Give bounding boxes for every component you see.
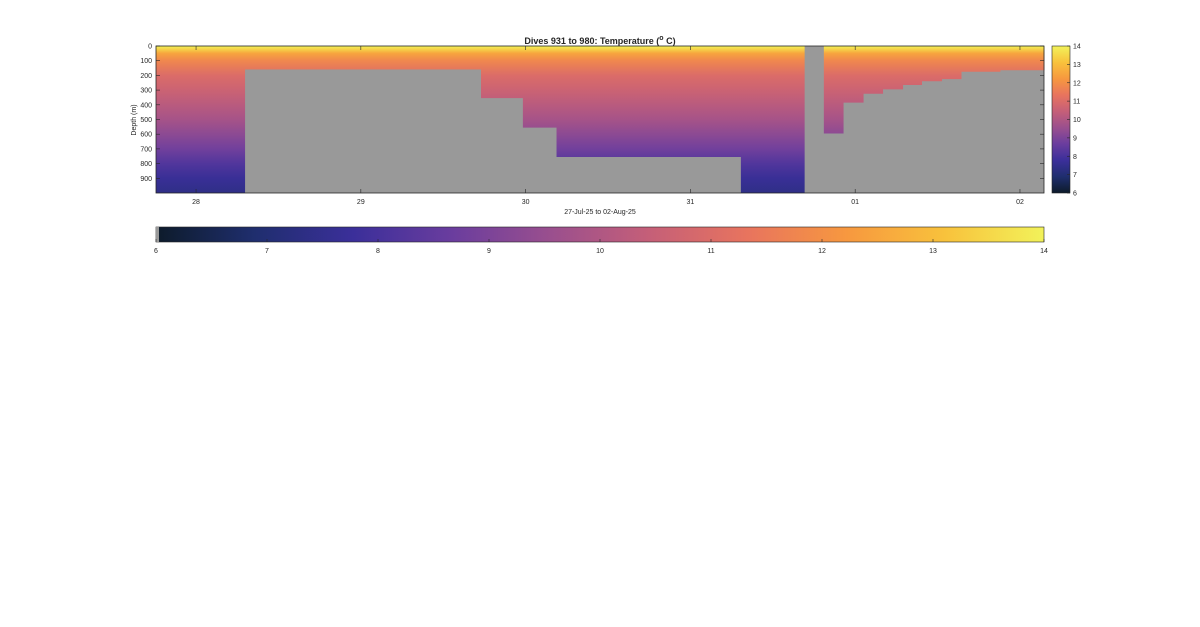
colorbar-no-data-swatch [156,227,159,242]
dive-column [556,46,742,157]
colorbar-tick-label: 9 [1073,135,1077,142]
colorbar-bottom-tick-label: 10 [596,248,604,255]
dive-column [999,46,1045,71]
x-axis: 28 29 30 31 01 02 [192,46,1024,206]
x-tick-label: 02 [1016,199,1024,206]
chart-title: Dives 931 to 980: Temperature (o C) [524,35,675,46]
y-axis: 0 100 200 300 400 500 600 700 800 900 [140,44,1044,183]
y-tick-label: 300 [140,88,152,95]
colorbar-tick-label: 12 [1073,80,1081,87]
colorbar-tick-label: 14 [1073,44,1081,51]
colorbar-bottom-tick-label: 6 [154,248,158,255]
y-tick-label: 200 [140,73,152,80]
colorbar-tick-label: 11 [1073,99,1080,106]
colorbar-tick-label: 13 [1073,62,1081,69]
y-tick-label: 900 [140,176,152,183]
x-tick-label: 31 [687,199,695,206]
y-tick-label: 500 [140,117,152,124]
y-tick-label: 600 [140,132,152,139]
x-tick-label: 01 [851,199,859,206]
colorbar-right: 6 7 8 9 10 11 12 13 14 [1051,44,1081,198]
colorbar-tick-label: 7 [1073,172,1077,179]
dive-column [941,46,962,80]
colorbar-bottom-tick-label: 7 [265,248,269,255]
x-tick-label: 28 [192,199,200,206]
colorbar-tick-label: 10 [1073,117,1081,124]
dive-column [480,46,524,99]
y-tick-label: 400 [140,102,152,109]
x-tick-label: 29 [357,199,365,206]
y-tick-label: 800 [140,161,152,168]
dive-column [156,46,246,193]
dive-column [882,46,904,90]
dive-column [522,46,558,128]
x-tick-label: 30 [522,199,530,206]
dive-column [863,46,884,94]
dive-column [843,46,864,103]
dive-column [902,46,923,85]
y-axis-label: Depth (m) [131,104,138,135]
colorbar-bottom-tick-label: 11 [707,248,714,255]
plot-area [156,46,1045,193]
colorbar-bottom-tick-label: 9 [487,248,491,255]
dive-column [244,46,482,70]
colorbar-bottom-tick-label: 8 [376,248,380,255]
y-tick-label: 0 [148,44,152,51]
dive-column [961,46,1001,72]
colorbar-tick-label: 6 [1073,191,1077,198]
colorbar-tick-label: 8 [1073,154,1077,161]
x-axis-label: 27-Jul-25 to 02-Aug-25 [564,209,636,216]
colorbar-bottom: 6 7 8 9 10 11 12 13 14 [154,226,1048,255]
dive-column [921,46,943,82]
y-tick-label: 100 [140,58,152,65]
dive-column [823,46,844,134]
colorbar-bottom-tick-label: 14 [1040,248,1048,255]
colorbar-bottom-tick-label: 12 [818,248,826,255]
colorbar-bottom-tick-label: 13 [929,248,937,255]
y-tick-label: 700 [140,146,152,153]
dive-column [740,46,805,193]
